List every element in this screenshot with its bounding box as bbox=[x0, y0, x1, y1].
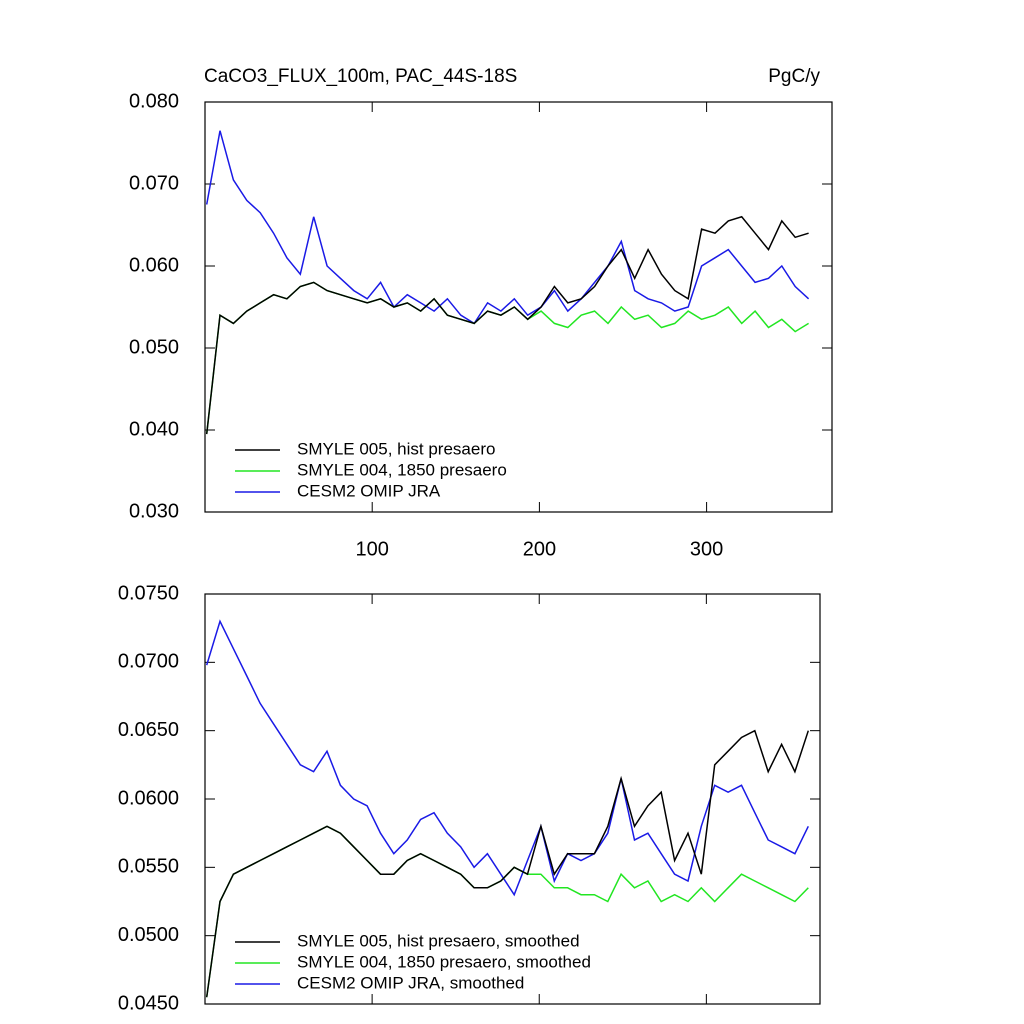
y-tick-label: 0.070 bbox=[129, 172, 179, 194]
legend-label: CESM2 OMIP JRA, smoothed bbox=[297, 973, 524, 992]
legend-label: CESM2 OMIP JRA bbox=[297, 481, 441, 500]
series-line bbox=[205, 215, 809, 435]
y-tick-label: 0.030 bbox=[129, 500, 179, 522]
series-line bbox=[205, 825, 809, 998]
legend-label: SMYLE 005, hist presaero bbox=[297, 439, 495, 458]
y-tick-label: 0.0550 bbox=[118, 856, 179, 878]
y-tick-label: 0.050 bbox=[129, 336, 179, 358]
y-tick-label: 0.0700 bbox=[118, 651, 179, 673]
y-tick-label: 0.0600 bbox=[118, 787, 179, 809]
legend-label: SMYLE 004, 1850 presaero bbox=[297, 460, 507, 479]
x-tick-label: 200 bbox=[523, 538, 556, 560]
y-tick-label: 0.060 bbox=[129, 254, 179, 276]
series-line bbox=[205, 130, 810, 325]
y-tick-label: 0.0750 bbox=[118, 582, 179, 604]
y-tick-label: 0.0650 bbox=[118, 719, 179, 741]
legend-label: SMYLE 005, hist presaero, smoothed bbox=[297, 931, 580, 950]
plot-frame bbox=[204, 101, 833, 513]
y-tick-label: 0.0500 bbox=[118, 924, 179, 946]
legend-label: SMYLE 004, 1850 presaero, smoothed bbox=[297, 952, 591, 971]
series-line bbox=[205, 729, 810, 998]
x-tick-label: 100 bbox=[356, 538, 389, 560]
y-tick-label: 0.080 bbox=[129, 90, 179, 112]
x-tick-label: 300 bbox=[690, 538, 723, 560]
y-tick-label: 0.040 bbox=[129, 418, 179, 440]
series-line bbox=[205, 619, 809, 897]
units-label: PgC/y bbox=[768, 66, 820, 87]
y-tick-label: 0.0450 bbox=[118, 992, 179, 1014]
chart-title: CaCO3_FLUX_100m, PAC_44S-18S bbox=[204, 66, 517, 87]
